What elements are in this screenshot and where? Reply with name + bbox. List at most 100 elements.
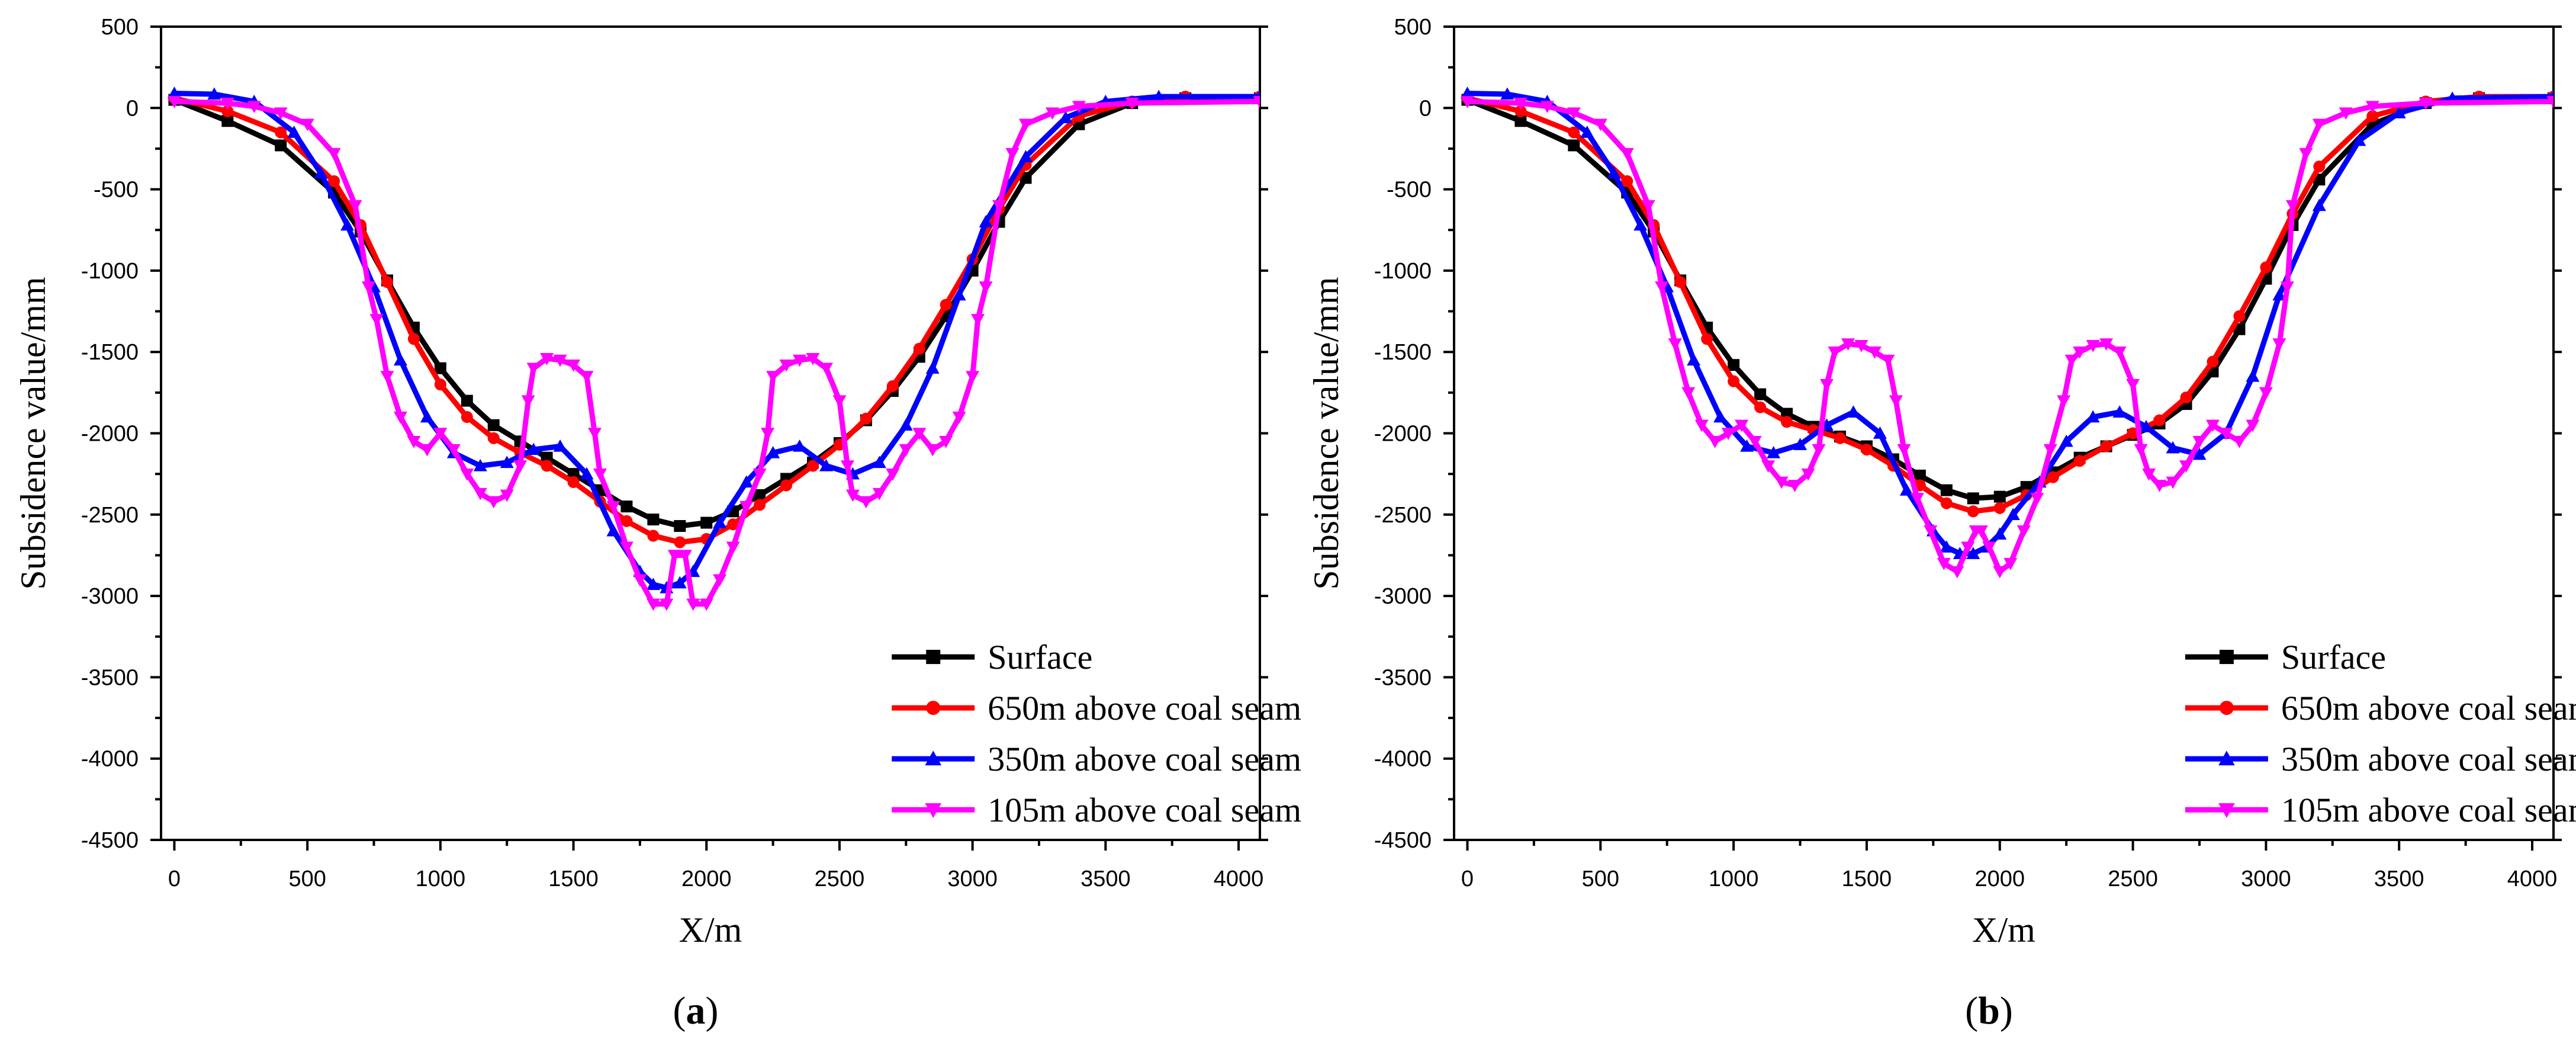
data-point (859, 496, 873, 509)
data-point (580, 371, 594, 383)
data-point (1514, 105, 1527, 117)
x-tick-label: 2000 (1974, 867, 2025, 891)
series-line-1 (173, 94, 1260, 545)
y-tick-label: -4500 (81, 828, 139, 853)
data-point (2392, 106, 2406, 118)
data-point (952, 288, 966, 301)
data-point (2134, 444, 2148, 457)
data-point (1674, 276, 1687, 288)
data-point (2086, 340, 2100, 352)
data-point (1072, 101, 1086, 114)
legend-swatch-marker (926, 650, 941, 665)
data-point (2166, 476, 2180, 489)
data-point (979, 281, 993, 294)
data-point (620, 501, 633, 513)
data-point (713, 516, 727, 528)
x-tick-label: 2500 (815, 867, 865, 891)
data-point (1860, 443, 1873, 455)
data-point (167, 96, 181, 108)
data-point (446, 444, 461, 457)
x-tick-label: 4000 (2507, 867, 2558, 891)
panel-a-chart: 500 0 -500 -1000 -1500 -2000 -2500 -3000 -3500 -4… (14, 15, 1301, 1032)
data-point (2086, 410, 2100, 423)
x-tick-label: 3000 (947, 867, 998, 891)
data-point (1460, 86, 1474, 99)
data-point (727, 518, 739, 531)
data-point (2126, 378, 2140, 392)
y-tick-label: -3500 (1374, 665, 1432, 690)
data-point (2006, 508, 2020, 520)
data-point (1567, 107, 1581, 120)
y-tick-label: 0 (126, 96, 139, 121)
data-point (380, 371, 394, 383)
data-point (952, 411, 966, 424)
legend-label: 650m above coal seam (2281, 689, 2576, 727)
data-point (913, 342, 925, 355)
data-point (2272, 288, 2286, 301)
data-point (2313, 161, 2326, 173)
data-point (1540, 101, 1554, 114)
data-point (461, 394, 473, 407)
data-point (274, 107, 288, 120)
data-point (2192, 447, 2207, 460)
x-tick-label: 500 (288, 867, 326, 891)
data-point (899, 418, 913, 431)
data-point (1788, 480, 1802, 492)
data-point (606, 501, 620, 514)
x-tick-label: 2500 (2108, 867, 2158, 891)
data-point (473, 458, 487, 471)
data-point (2312, 118, 2326, 131)
y-axis-title: Subsidence value/mm (1307, 277, 1346, 589)
data-point (2280, 281, 2294, 294)
x-tick-label: 1500 (1842, 867, 1892, 891)
data-point (1819, 378, 1834, 392)
data-point (752, 468, 767, 481)
data-point (832, 395, 847, 408)
y-tick-label: -500 (1387, 178, 1432, 203)
data-point (678, 550, 692, 562)
data-point (567, 468, 580, 480)
data-point (287, 125, 301, 138)
legend-swatch-marker (925, 803, 942, 818)
data-point (674, 536, 686, 548)
data-point (2312, 198, 2326, 211)
y-tick-label: -3000 (1374, 584, 1432, 609)
caption-paren-close: ) (706, 989, 719, 1032)
data-point (2047, 471, 2059, 483)
data-point (899, 444, 913, 457)
data-point (1607, 166, 1621, 179)
data-point (620, 515, 633, 527)
data-point (1019, 150, 1033, 162)
data-point (1721, 428, 1735, 440)
data-point (2059, 434, 2073, 447)
data-point (473, 487, 487, 501)
data-point (2003, 557, 2018, 570)
data-point (699, 598, 713, 611)
y-tick-label: -500 (94, 178, 139, 203)
data-point (407, 333, 420, 345)
legend-swatch-marker (2218, 803, 2235, 818)
data-point (686, 598, 700, 611)
legend-label: 350m above coal seam (988, 740, 1301, 778)
panel-caption: (a) (673, 989, 719, 1032)
y-tick-label: -4500 (1374, 828, 1432, 853)
y-tick-label: 0 (1419, 96, 1432, 121)
y-tick-label: -2500 (81, 503, 139, 528)
data-point (1568, 126, 1580, 139)
data-point (275, 139, 287, 152)
panel-caption: (b) (1965, 989, 2013, 1032)
data-point (779, 359, 793, 372)
data-point (939, 436, 953, 448)
data-point (1924, 525, 1938, 538)
data-point (500, 455, 514, 469)
legend-label: 105m above coal seam (988, 791, 1301, 829)
data-point (2166, 441, 2180, 454)
data-point (513, 460, 528, 473)
data-point (1045, 107, 1059, 120)
data-point (966, 371, 980, 383)
data-point (1152, 89, 1166, 102)
data-point (1708, 436, 1722, 448)
y-tick-label: -2500 (1374, 503, 1432, 528)
x-tick-label: 3000 (2241, 867, 2291, 891)
